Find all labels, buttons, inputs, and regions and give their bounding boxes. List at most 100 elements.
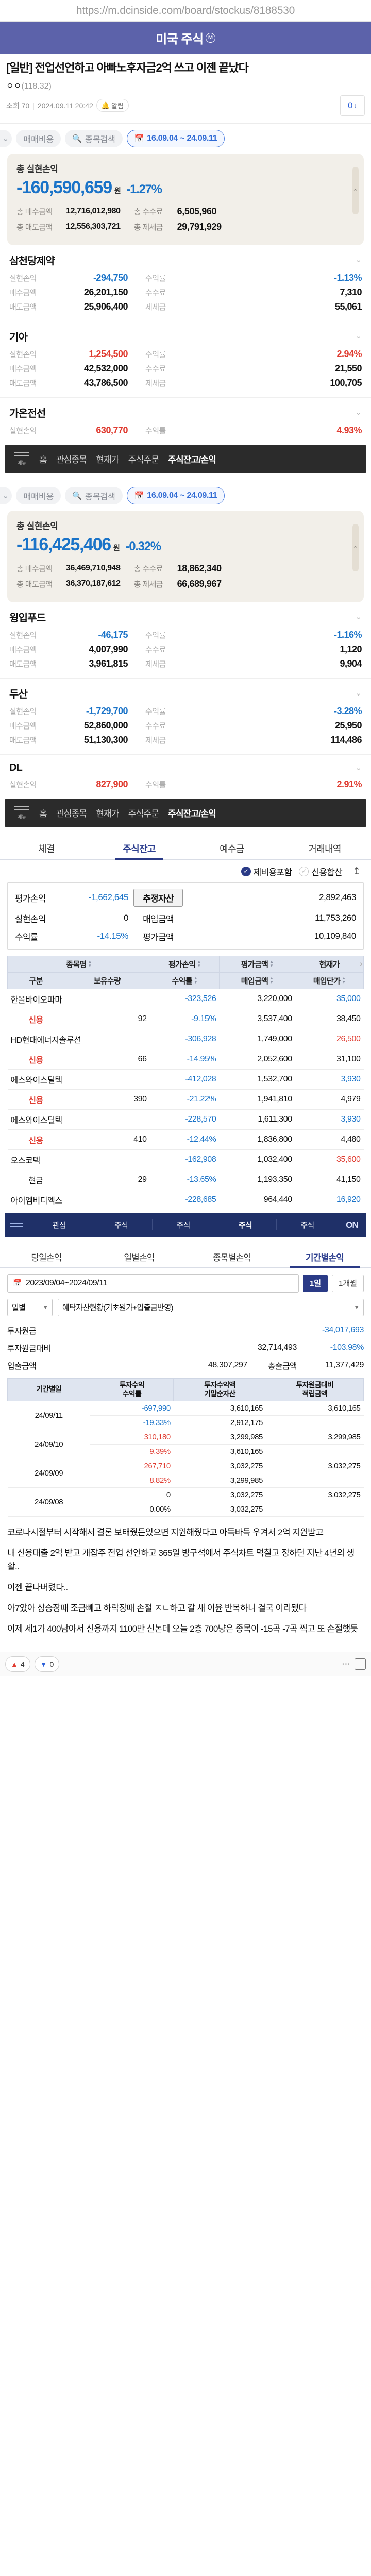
table-row[interactable]: 24/09/08 0 3,032,275 3,032,275 — [7, 1487, 364, 1517]
fee-chip-1[interactable]: 매매비용 — [16, 129, 61, 147]
period-1day-button[interactable]: 1일 — [302, 1274, 328, 1292]
alarm-button[interactable]: 🔔 알림 — [96, 99, 129, 112]
th-period-date[interactable]: 기간별일 — [7, 1378, 91, 1401]
table-row[interactable]: 오스코텍 -162,908 1,032,400 35,600 — [7, 1149, 364, 1170]
chevron-down-icon[interactable]: ⌄ — [355, 332, 362, 341]
blue-nav-item-stock-4[interactable]: 주식 — [276, 1219, 338, 1230]
fee-chip-2[interactable]: 매매비용 — [16, 486, 61, 504]
chevron-up-icon-1[interactable]: ⌃ — [352, 187, 358, 195]
th-stock-name[interactable]: 종목명 ▲ ▼ — [7, 955, 150, 973]
table-row[interactable]: 9.39% 3,610,165 — [8, 1444, 364, 1459]
nav-item-order[interactable]: 주식주문 — [128, 455, 159, 465]
table-row[interactable]: 에스와이스틸텍 -412,028 1,532,700 3,930 — [7, 1069, 364, 1090]
hamburger-icon[interactable] — [5, 1223, 28, 1227]
th-vs-principal[interactable]: 투자원금대비 적립금액 — [265, 1378, 364, 1401]
th-eval-amount[interactable]: 평가금액 ▲ ▼ — [218, 955, 296, 973]
table-row[interactable]: 24/09/10 310,180 3,299,985 3,299,985 — [7, 1430, 364, 1459]
stock-item[interactable]: 기아 ⌄ 실현손익 1,254,500 수익률 2.94% 매수금액 42,53… — [0, 321, 371, 398]
gallery-title[interactable]: 미국 주식 M — [156, 29, 215, 47]
table-row[interactable]: 에스와이스틸텍 -228,570 1,611,300 3,930 — [7, 1109, 364, 1130]
stock-search-chip-1[interactable]: 🔍 종목검색 — [65, 129, 123, 147]
table-row[interactable]: 신용 410 -12.44% 1,836,800 4,480 — [7, 1129, 364, 1150]
table-row[interactable]: 신용 390 -21.22% 1,941,810 4,979 — [7, 1089, 364, 1110]
tab-period-pnl[interactable]: 기간별손익 — [278, 1245, 371, 1268]
blue-nav-item-stock-1[interactable]: 주식 — [90, 1219, 151, 1230]
checkbox-credit-sum[interactable]: ✓ 신용합산 — [299, 865, 343, 878]
blue-nav-item-watchlist[interactable]: 관심 — [28, 1219, 90, 1230]
tab-stock-balance[interactable]: 주식잔고 — [93, 837, 185, 860]
chevron-right-icon[interactable]: › — [360, 959, 363, 969]
post-author[interactable]: ㅇㅇ(118.32) — [6, 79, 365, 91]
chevron-down-icon[interactable]: ⌄ — [0, 486, 12, 504]
chevron-down-icon[interactable]: ⌄ — [0, 129, 12, 147]
nav-item-price[interactable]: 현재가 — [96, 809, 119, 819]
period-1month-button[interactable]: 1개월 — [332, 1274, 364, 1292]
nav-item-watchlist[interactable]: 관심종목 — [56, 809, 87, 819]
tab-deposit[interactable]: 예수금 — [220, 843, 244, 854]
table-row[interactable]: HD현대에너지솔루션 -306,928 1,749,000 26,500 — [7, 1029, 364, 1049]
table-row[interactable]: 24/09/09 267,710 3,032,275 3,032,275 — [7, 1459, 364, 1488]
th-current-price[interactable]: 현재가 › — [295, 955, 364, 973]
table-row[interactable]: 아이엠비디엑스 -228,685 964,440 16,920 — [7, 1190, 364, 1210]
table-row[interactable]: 8.82% 3,299,985 — [8, 1473, 364, 1488]
stock-item[interactable]: 두산 ⌄ 실현손익 -1,729,700 수익률 -3.28% 매수금액 52,… — [0, 679, 371, 755]
table-row[interactable]: 0.00% 3,032,275 — [8, 1502, 364, 1517]
chevron-down-icon[interactable]: ⌄ — [355, 613, 362, 621]
th-buy-price[interactable]: 매입단가 ▲ ▼ — [295, 972, 364, 989]
hamburger-icon[interactable]: 메뉴 — [12, 805, 31, 820]
nav-item-price[interactable]: 현재가 — [96, 455, 119, 465]
chevron-up-icon-2[interactable]: ⌃ — [352, 544, 358, 552]
downvote-button[interactable]: ▼ 0 — [34, 1656, 60, 1672]
stock-item[interactable]: DL ⌄ 실현손익 827,900 수익률 2.91% — [0, 755, 371, 794]
table-row[interactable]: 신용 66 -14.95% 2,052,600 31,100 — [7, 1049, 364, 1070]
estimated-asset-button[interactable]: 추정자산 — [133, 888, 183, 907]
tab-stock-pnl[interactable]: 종목별손익 — [212, 1252, 251, 1263]
nav-item-order[interactable]: 주식주문 — [128, 809, 159, 819]
nav-item-home[interactable]: 홈 — [39, 809, 47, 819]
table-row[interactable]: 신용 92 -9.15% 3,537,400 38,450 — [7, 1009, 364, 1029]
stock-search-chip-2[interactable]: 🔍 종목검색 — [65, 486, 123, 504]
nav-item-watchlist[interactable]: 관심종목 — [56, 455, 87, 465]
table-row[interactable]: 한올바이오파마 -323,526 3,220,000 35,000 — [7, 989, 364, 1009]
period-date-input[interactable]: 📅 2023/09/04~2024/09/11 — [7, 1274, 299, 1293]
chevron-down-icon[interactable]: ⌄ — [355, 408, 362, 417]
recommend-box[interactable]: 0 ↓ — [340, 95, 365, 116]
th-type[interactable]: 구분 — [7, 972, 65, 989]
stock-item[interactable]: 가온전선 ⌄ 실현손익 630,770 수익률 4.93% — [0, 398, 371, 440]
date-range-chip-1[interactable]: 📅 16.09.04 ~ 24.09.11 — [126, 129, 225, 147]
kebab-icon[interactable]: ⋯ — [342, 1659, 351, 1669]
blue-nav-item-stock-2[interactable]: 주식 — [151, 1219, 214, 1230]
table-row[interactable]: 현금 29 -13.65% 1,193,350 41,150 — [7, 1170, 364, 1190]
th-buy-amount[interactable]: 매입금액 ▲ ▼ — [218, 972, 296, 989]
on-badge[interactable]: ON — [346, 1219, 359, 1230]
th-invest-amount[interactable]: 투자수익액 기말순자산 — [173, 1378, 266, 1401]
scrollbar-thumb-1[interactable] — [352, 166, 359, 214]
table-row[interactable]: 24/09/11 -697,990 3,610,165 3,610,165 — [7, 1401, 364, 1430]
chevron-down-icon[interactable]: ⌄ — [355, 256, 362, 264]
tab-execution[interactable]: 체결 — [38, 843, 55, 854]
stock-item[interactable]: 윙입푸드 ⌄ 실현손익 -46,175 수익률 -1.16% 매수금액 4,00… — [0, 602, 371, 679]
tab-transactions[interactable]: 거래내역 — [308, 843, 341, 854]
date-range-chip-2[interactable]: 📅 16.09.04 ~ 24.09.11 — [126, 486, 225, 504]
chevron-down-icon[interactable]: ⌄ — [355, 764, 362, 772]
stock-item[interactable]: 삼천당제약 ⌄ 실현손익 -294,750 수익률 -1.13% 매수금액 26… — [0, 245, 371, 321]
period-account-select[interactable]: 예탁자산현황(기초원가+입출금반영) ▼ — [58, 1298, 364, 1316]
checkbox-include-fees[interactable]: ✓ 제비용포함 — [241, 865, 292, 878]
table-row[interactable]: -19.33% 2,912,175 — [8, 1415, 364, 1430]
th-quantity[interactable]: 보유수량 — [64, 972, 150, 989]
tab-today-pnl[interactable]: 당일손익 — [31, 1252, 62, 1263]
upvote-button[interactable]: ▲ 4 — [5, 1656, 30, 1672]
square-icon[interactable] — [355, 1658, 366, 1670]
th-eval-pnl[interactable]: 평가손익 ▲ ▼ — [149, 955, 220, 973]
browser-url-bar[interactable]: https://m.dcinside.com/board/stockus/818… — [0, 0, 371, 22]
hamburger-icon[interactable]: 메뉴 — [12, 451, 31, 466]
tab-daily-pnl[interactable]: 일별손익 — [124, 1252, 155, 1263]
blue-nav-item-stock-3[interactable]: 주식 — [214, 1219, 276, 1230]
th-rate[interactable]: 수익률 ▲ ▼ — [149, 972, 220, 989]
th-invest-profit[interactable]: 투자수익 수익률 — [90, 1378, 174, 1401]
upload-icon[interactable]: ↥ — [352, 866, 361, 877]
nav-item-home[interactable]: 홈 — [39, 455, 47, 465]
nav-item-balance[interactable]: 주식잔고/손익 — [168, 809, 216, 819]
chevron-down-icon[interactable]: ⌄ — [355, 689, 362, 698]
nav-item-balance[interactable]: 주식잔고/손익 — [168, 455, 216, 465]
